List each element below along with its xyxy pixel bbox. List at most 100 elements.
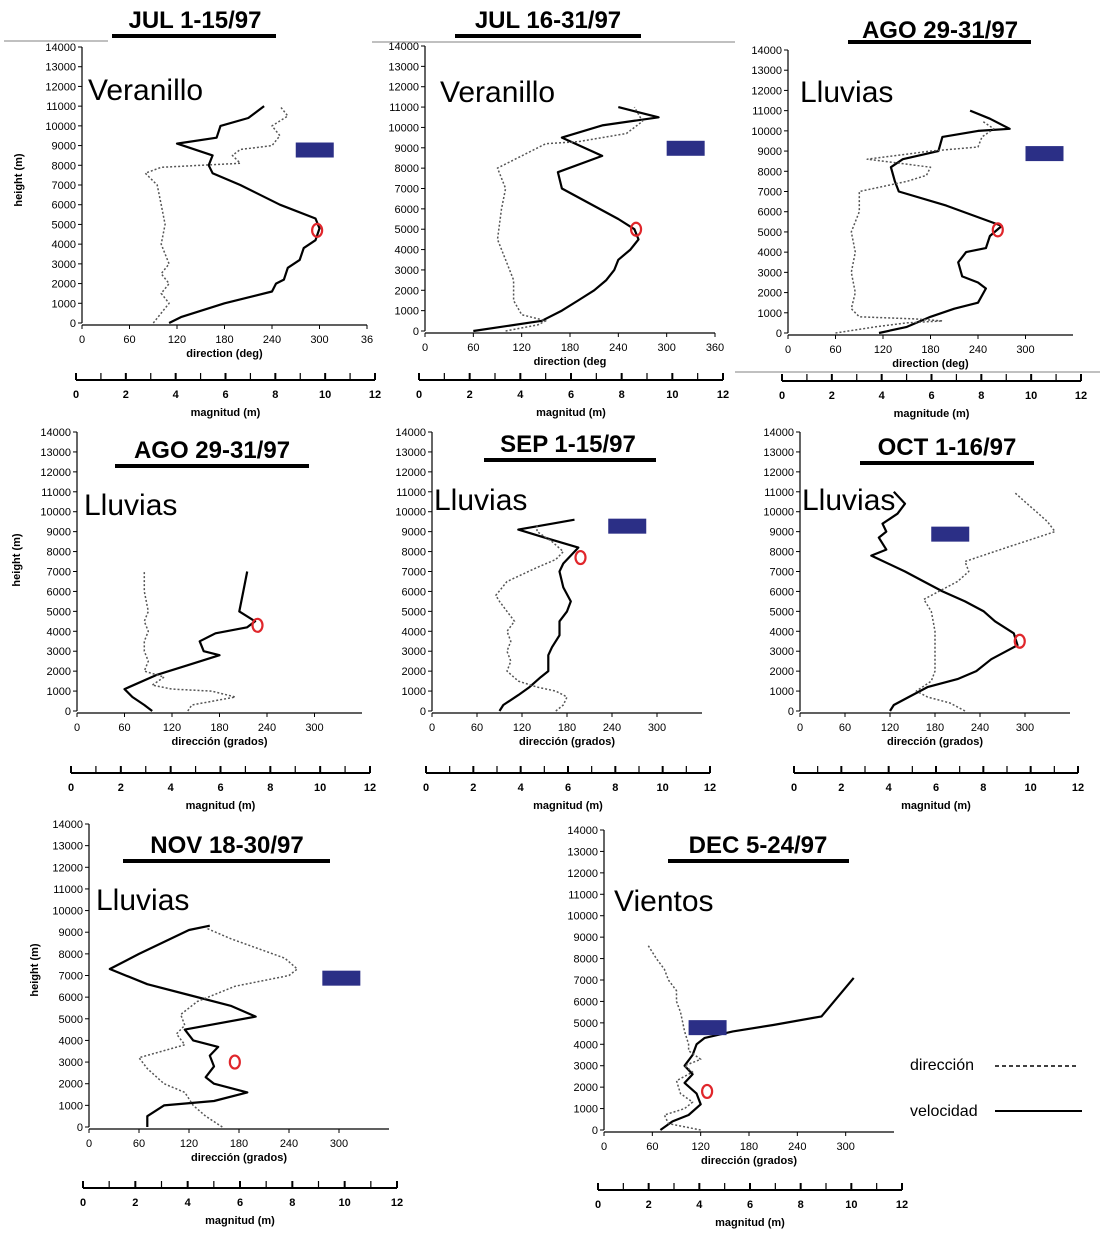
y-tick-label: 4000 bbox=[402, 626, 426, 638]
y-tick-label: 5000 bbox=[59, 1014, 83, 1026]
max-velocity-marker bbox=[1013, 633, 1026, 649]
x-tick-label: 240 bbox=[603, 722, 621, 734]
y-tick-label: 9000 bbox=[59, 927, 83, 939]
magnitude-tick-label: 4 bbox=[517, 389, 524, 401]
y-tick-label: 4000 bbox=[574, 1039, 598, 1051]
y-tick-label: 3000 bbox=[395, 265, 419, 277]
y-tick-label: 0 bbox=[70, 318, 76, 330]
y-tick-label: 0 bbox=[788, 706, 794, 718]
jet-indicator-bar bbox=[931, 526, 970, 542]
x-tick-label: 60 bbox=[839, 722, 851, 734]
y-tick-label: 14000 bbox=[751, 45, 782, 57]
y-tick-label: 3000 bbox=[402, 646, 426, 658]
magnitude-tick-label: 6 bbox=[568, 389, 574, 401]
magnitude-tick-label: 12 bbox=[717, 389, 729, 401]
magnitude-tick-label: 8 bbox=[267, 782, 273, 794]
y-tick-label: 12000 bbox=[52, 862, 83, 874]
y-tick-label: 2000 bbox=[52, 279, 76, 291]
direction-series-line bbox=[143, 571, 237, 712]
y-tick-label: 14000 bbox=[40, 427, 71, 439]
velocity-series-line bbox=[878, 109, 1011, 335]
velocity-series-line bbox=[659, 977, 855, 1131]
x-tick-label: 240 bbox=[969, 344, 987, 356]
season-label: Lluvias bbox=[84, 489, 177, 522]
x-tick-label: 300 bbox=[305, 722, 323, 734]
season-label: Lluvias bbox=[800, 76, 893, 109]
season-label: Lluvias bbox=[96, 884, 189, 917]
y-tick-label: 1000 bbox=[758, 308, 782, 320]
panels-group: JUL 1-15/97Veranillo01000200030004000500… bbox=[4, 7, 1100, 1229]
x-tick-label: 300 bbox=[1016, 344, 1034, 356]
y-tick-label: 10000 bbox=[751, 126, 782, 138]
y-tick-label: 1000 bbox=[770, 686, 794, 698]
y-tick-label: 13000 bbox=[751, 65, 782, 77]
panel-title: JUL 16-31/97 bbox=[475, 7, 621, 34]
x-tick-label: 240 bbox=[263, 334, 281, 346]
x-tick-label: 120 bbox=[881, 722, 899, 734]
magnitude-tick-label: 2 bbox=[467, 389, 473, 401]
y-tick-label: 3000 bbox=[758, 267, 782, 279]
y-tick-label: 1000 bbox=[402, 686, 426, 698]
panel-title: NOV 18-30/97 bbox=[150, 832, 303, 859]
y-tick-label: 3000 bbox=[770, 646, 794, 658]
magnitude-tick-label: 12 bbox=[391, 1197, 403, 1209]
y-tick-label: 2000 bbox=[47, 666, 71, 678]
x-tick-label: 180 bbox=[926, 722, 944, 734]
y-tick-label: 12000 bbox=[45, 81, 76, 93]
y-tick-label: 8000 bbox=[47, 547, 71, 559]
y-tick-label: 8000 bbox=[758, 166, 782, 178]
y-tick-label: 13000 bbox=[45, 62, 76, 74]
y-tick-label: 0 bbox=[413, 326, 419, 338]
max-velocity-marker bbox=[228, 1054, 241, 1070]
y-tick-label: 7000 bbox=[52, 180, 76, 192]
velocity-series-line bbox=[498, 518, 580, 712]
y-tick-label: 7000 bbox=[758, 187, 782, 199]
y-tick-label: 10000 bbox=[40, 507, 71, 519]
y-tick-label: 7000 bbox=[574, 975, 598, 987]
y-tick-label: 6000 bbox=[770, 586, 794, 598]
x-tick-label: 180 bbox=[230, 1138, 248, 1150]
y-tick-label: 2000 bbox=[770, 666, 794, 678]
x-tick-label: 0 bbox=[422, 342, 428, 354]
y-tick-label: 3000 bbox=[574, 1061, 598, 1073]
max-velocity-marker bbox=[574, 549, 587, 566]
direction-series-line bbox=[835, 120, 995, 334]
max-velocity-marker bbox=[701, 1083, 714, 1100]
x-tick-label: 36 bbox=[361, 334, 373, 346]
y-tick-label: 12000 bbox=[395, 467, 426, 479]
y-tick-label: 14000 bbox=[52, 819, 83, 831]
panel-title: SEP 1-15/97 bbox=[500, 431, 636, 458]
y-tick-label: 11000 bbox=[752, 106, 782, 118]
magnitude-axis-label: magnitud (m) bbox=[205, 1215, 275, 1227]
magnitude-axis-label: magnitud (m) bbox=[186, 800, 256, 812]
jet-indicator-bar bbox=[608, 518, 647, 534]
x-axis-label: direction (deg) bbox=[186, 348, 263, 360]
magnitude-tick-label: 0 bbox=[416, 389, 422, 401]
y-tick-label: 9000 bbox=[574, 932, 598, 944]
y-tick-label: 9000 bbox=[395, 143, 419, 155]
y-tick-label: 7000 bbox=[395, 184, 419, 196]
x-tick-label: 300 bbox=[330, 1138, 348, 1150]
y-tick-label: 1000 bbox=[59, 1100, 83, 1112]
chart-panel: SEP 1-15/97Lluvias0100020003000400050006… bbox=[395, 427, 716, 812]
legend: dirección velocidad bbox=[910, 1057, 1082, 1120]
y-tick-label: 8000 bbox=[402, 547, 426, 559]
jet-indicator-bar bbox=[688, 1020, 727, 1036]
y-tick-label: 10000 bbox=[395, 507, 426, 519]
magnitude-tick-label: 12 bbox=[896, 1199, 908, 1211]
y-axis-label: height (m) bbox=[13, 153, 25, 206]
panel-title: DEC 5-24/97 bbox=[689, 832, 828, 859]
x-axis-label: dirección (grados) bbox=[519, 736, 615, 748]
x-tick-label: 0 bbox=[86, 1138, 92, 1150]
y-tick-label: 6000 bbox=[59, 992, 83, 1004]
magnitude-tick-label: 4 bbox=[879, 390, 886, 402]
magnitude-tick-label: 4 bbox=[185, 1197, 192, 1209]
y-tick-label: 5000 bbox=[47, 606, 71, 618]
x-tick-label: 180 bbox=[740, 1141, 758, 1153]
max-velocity-marker bbox=[251, 617, 264, 633]
magnitude-axis-label: magnitud (m) bbox=[536, 407, 606, 419]
y-tick-label: 3000 bbox=[47, 646, 71, 658]
magnitude-tick-label: 8 bbox=[289, 1197, 295, 1209]
x-tick-label: 60 bbox=[467, 342, 479, 354]
y-tick-label: 11000 bbox=[764, 487, 794, 499]
